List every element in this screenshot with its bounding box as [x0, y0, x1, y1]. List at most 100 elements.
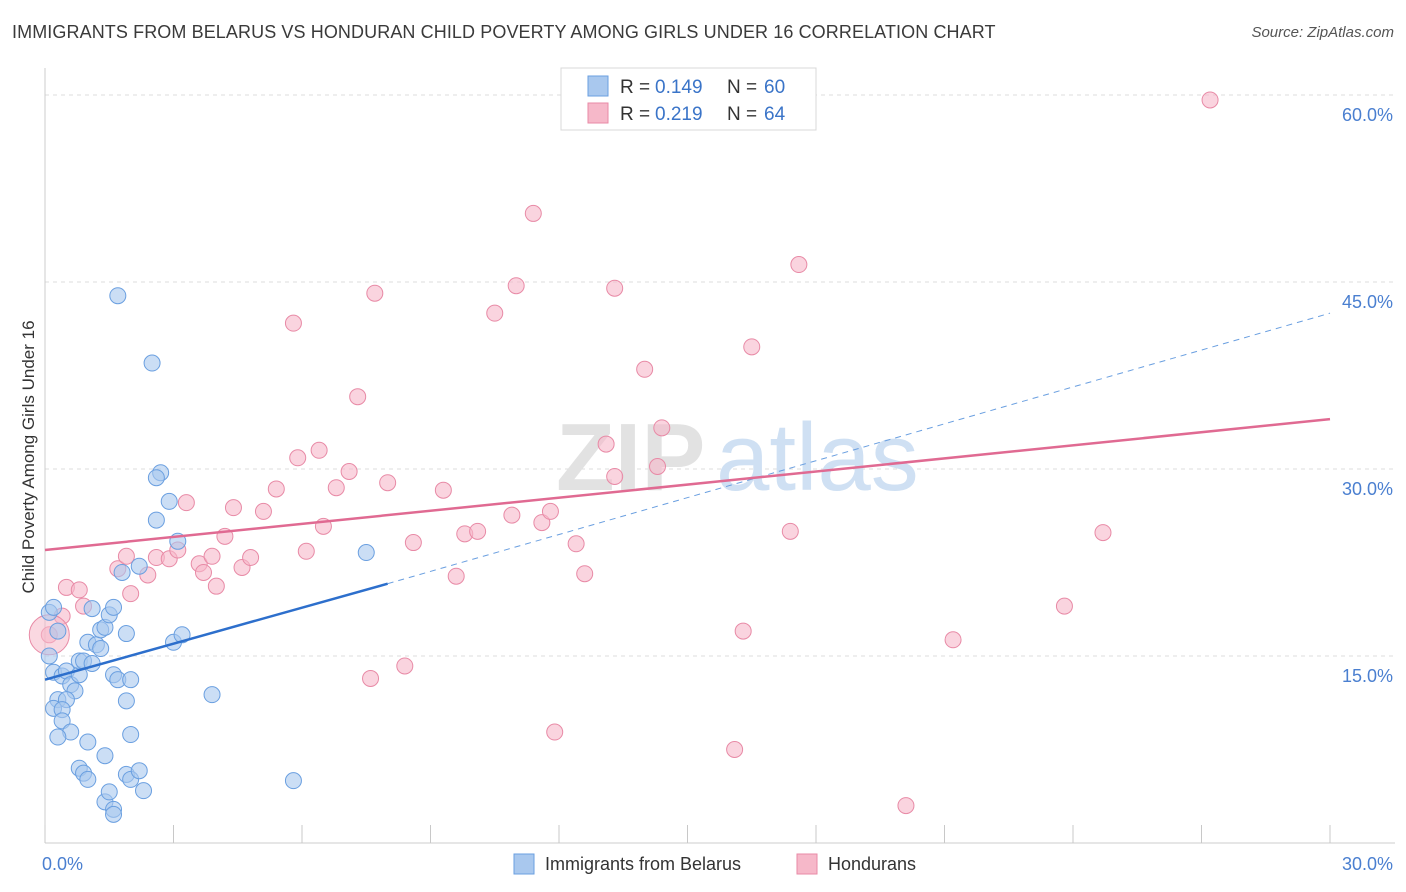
- legend-swatch-pink: [587, 102, 609, 124]
- belarus-point-32: [122, 671, 140, 689]
- legend-r-value-2: 0.219: [655, 104, 703, 125]
- legend-r-value-1: 0.149: [655, 77, 703, 98]
- honduran-point-43: [524, 204, 542, 222]
- honduran-point-40: [486, 304, 504, 322]
- watermark-zip: ZIP: [556, 404, 705, 511]
- belarus-point-50: [79, 770, 97, 788]
- belarus-point-31: [117, 692, 135, 710]
- x-tick-label-0: 0.0%: [42, 854, 83, 874]
- honduran-point-24: [289, 449, 307, 467]
- honduran-point-34: [396, 657, 414, 675]
- y-tick-label-3: 60.0%: [1342, 105, 1393, 125]
- honduran-point-59: [790, 256, 808, 274]
- belarus-point-47: [96, 747, 114, 765]
- honduran-point-7: [122, 585, 140, 603]
- watermark-atlas: atlas: [716, 404, 919, 511]
- honduran-point-20: [242, 549, 260, 567]
- legend-n-value-1: 60: [764, 77, 785, 98]
- honduran-point-46: [546, 723, 564, 741]
- honduran-point-51: [606, 279, 624, 297]
- honduran-point-23: [284, 314, 302, 332]
- honduran-point-29: [340, 462, 358, 480]
- correlation-legend: R = 0.149 N = 60 R = 0.219 N = 64: [560, 67, 817, 131]
- belarus-point-46: [122, 726, 140, 744]
- trend-line-hondurans: [44, 417, 1331, 552]
- belarus-point-2: [49, 622, 67, 640]
- belarus-point-60: [357, 544, 375, 562]
- bottom-legend-label-hondurans: Hondurans: [828, 854, 916, 874]
- trend-lines: [44, 312, 1331, 681]
- belarus-point-3: [40, 647, 58, 665]
- axes: [44, 68, 1395, 844]
- belarus-point-58: [100, 783, 118, 801]
- belarus-point-14: [53, 712, 71, 730]
- belarus-point-35: [109, 287, 127, 305]
- belarus-point-33: [113, 563, 131, 581]
- honduran-point-53: [649, 458, 667, 476]
- honduran-point-33: [379, 474, 397, 492]
- legend-r-label-1: R =: [620, 77, 650, 98]
- honduran-point-63: [1094, 524, 1112, 542]
- honduran-point-61: [944, 631, 962, 649]
- belarus-point-1: [45, 598, 63, 616]
- honduran-point-58: [781, 522, 799, 540]
- honduran-point-42: [507, 277, 525, 295]
- honduran-point-12: [177, 494, 195, 512]
- honduran-point-44: [533, 514, 551, 532]
- legend-r-label-2: R =: [620, 104, 650, 125]
- y-tick-label-0: 15.0%: [1342, 666, 1393, 686]
- honduran-point-26: [310, 441, 328, 459]
- honduran-point-45: [541, 502, 559, 520]
- x-tick-label-1: 30.0%: [1342, 854, 1393, 874]
- trend-line-belarus: [44, 582, 389, 681]
- belarus-point-34: [130, 557, 148, 575]
- belarus-point-59: [284, 772, 302, 790]
- y-tick-label-1: 30.0%: [1342, 479, 1393, 499]
- legend-n-label-1: N =: [727, 77, 757, 98]
- honduran-point-15: [203, 547, 221, 565]
- belarus-point-44: [203, 686, 221, 704]
- belarus-point-40: [147, 511, 165, 529]
- honduran-point-14: [194, 563, 212, 581]
- honduran-point-64: [1201, 91, 1219, 109]
- honduran-point-31: [362, 669, 380, 687]
- honduran-point-6: [117, 547, 135, 565]
- watermark: ZIP atlas: [556, 404, 919, 511]
- bottom-legend-swatch-blue: [513, 853, 535, 875]
- honduran-point-32: [366, 284, 384, 302]
- source-label: Source: ZipAtlas.com: [1251, 24, 1394, 41]
- trend-line-belarus-extension: [387, 312, 1331, 585]
- honduran-point-37: [447, 567, 465, 585]
- honduran-point-49: [597, 435, 615, 453]
- honduran-point-36: [434, 481, 452, 499]
- honduran-point-48: [576, 565, 594, 583]
- honduran-point-28: [327, 479, 345, 497]
- belarus-point-57: [105, 805, 123, 823]
- belarus-point-36: [143, 354, 161, 372]
- honduran-point-62: [1055, 597, 1073, 615]
- honduran-point-50: [606, 467, 624, 485]
- chart-title: IMMIGRANTS FROM BELARUS VS HONDURAN CHIL…: [12, 22, 996, 42]
- bottom-legend-swatch-pink: [796, 853, 818, 875]
- honduran-point-25: [297, 542, 315, 560]
- series-legend: Immigrants from Belarus Hondurans: [513, 853, 916, 875]
- honduran-point-3: [70, 581, 88, 599]
- honduran-point-55: [726, 741, 744, 758]
- series-belarus: [40, 287, 375, 823]
- honduran-point-56: [734, 622, 752, 640]
- honduran-point-35: [404, 534, 422, 552]
- belarus-point-38: [160, 492, 178, 510]
- legend-n-value-2: 64: [764, 104, 786, 125]
- honduran-point-41: [503, 506, 521, 524]
- legend-swatch-blue: [587, 75, 609, 97]
- honduran-point-22: [267, 480, 285, 498]
- belarus-point-23: [83, 600, 101, 618]
- y-axis-title: Child Poverty Among Girls Under 16: [19, 320, 38, 593]
- legend-n-label-2: N =: [727, 104, 757, 125]
- y-tick-label-2: 45.0%: [1342, 292, 1393, 312]
- belarus-point-39: [147, 469, 165, 487]
- belarus-point-22: [92, 640, 110, 658]
- honduran-point-39: [469, 522, 487, 540]
- honduran-point-52: [636, 360, 654, 378]
